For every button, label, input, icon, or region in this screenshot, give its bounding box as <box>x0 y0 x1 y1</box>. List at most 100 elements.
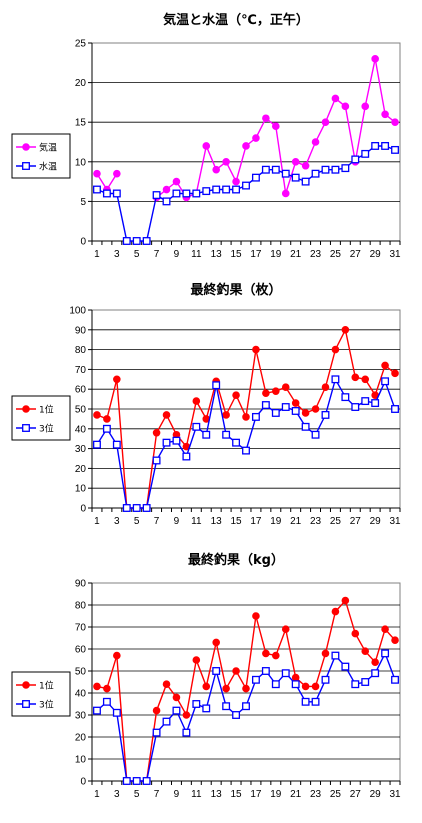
data-point-2 <box>93 440 101 449</box>
data-point-2 <box>271 409 280 417</box>
data-point-1 <box>291 673 300 682</box>
x-tick-label: 19 <box>270 249 282 260</box>
y-tick-label: 80 <box>75 601 87 612</box>
data-point-2 <box>311 697 320 706</box>
data-point-1 <box>381 625 389 633</box>
data-point-1 <box>252 345 260 354</box>
data-point-1 <box>232 391 240 399</box>
data-point-2 <box>271 165 280 174</box>
y-tick-label: 10 <box>75 755 87 766</box>
y-tick-label: 25 <box>75 39 87 50</box>
x-tick-label: 29 <box>370 249 382 260</box>
data-point-1 <box>291 399 300 407</box>
x-tick-label: 13 <box>211 516 223 527</box>
x-tick-label: 25 <box>330 789 342 800</box>
data-point-2 <box>152 728 161 737</box>
data-point-2 <box>152 456 161 465</box>
data-point-2 <box>182 452 191 461</box>
data-point-2 <box>371 669 380 678</box>
data-point-2 <box>371 142 380 150</box>
y-tick-label: 20 <box>75 464 87 475</box>
x-tick-label: 15 <box>231 516 243 527</box>
x-tick-label: 3 <box>114 249 120 260</box>
data-point-2 <box>162 717 171 726</box>
x-tick-label: 1 <box>94 789 100 800</box>
x-tick-label: 27 <box>350 249 362 260</box>
y-tick-label: 60 <box>75 645 87 656</box>
x-tick-label: 13 <box>211 789 223 800</box>
data-point-2 <box>202 430 211 439</box>
data-point-2 <box>291 680 300 689</box>
data-point-2 <box>301 697 310 706</box>
data-point-1 <box>371 658 379 666</box>
data-point-2 <box>102 697 111 706</box>
data-point-2 <box>361 678 370 686</box>
data-point-1 <box>113 651 121 660</box>
x-tick-label: 9 <box>174 789 180 800</box>
data-point-2 <box>242 702 250 711</box>
data-point-1 <box>272 651 280 660</box>
data-point-1 <box>321 649 330 658</box>
data-point-1 <box>331 607 340 616</box>
data-point-1 <box>252 134 260 142</box>
data-point-1 <box>93 169 101 178</box>
y-tick-label: 50 <box>75 405 87 416</box>
data-point-1 <box>351 373 360 382</box>
chart-title: 最終釣果（枚） <box>190 282 281 298</box>
data-point-2 <box>93 185 101 194</box>
x-tick-label: 15 <box>231 249 243 260</box>
legend-box <box>11 395 71 441</box>
data-point-1 <box>152 428 161 437</box>
data-point-2 <box>391 675 399 684</box>
data-point-2 <box>281 669 290 678</box>
data-point-2 <box>251 412 260 421</box>
x-tick-label: 9 <box>174 516 180 527</box>
data-point-2 <box>192 422 201 431</box>
legend-label-1: 気温 <box>39 142 57 154</box>
data-point-1 <box>281 189 290 198</box>
x-tick-label: 17 <box>250 789 262 800</box>
y-tick-label: 0 <box>80 777 86 788</box>
data-point-1 <box>272 122 280 130</box>
data-point-1 <box>281 625 290 633</box>
legend-label-1: 1位 <box>39 680 54 692</box>
data-point-1 <box>391 636 399 644</box>
y-tick-label: 60 <box>75 385 87 396</box>
data-point-2 <box>261 165 270 174</box>
data-point-2 <box>281 403 290 411</box>
x-tick-label: 5 <box>134 249 140 260</box>
data-point-2 <box>122 777 131 785</box>
data-point-1 <box>321 118 330 126</box>
x-tick-label: 31 <box>389 789 401 800</box>
data-point-1 <box>212 638 220 647</box>
x-tick-label: 17 <box>250 249 262 260</box>
y-tick-label: 40 <box>75 424 87 435</box>
data-point-2 <box>172 189 181 198</box>
data-point-2 <box>391 405 399 413</box>
y-tick-label: 50 <box>75 667 87 678</box>
data-point-2 <box>361 397 370 406</box>
x-tick-label: 23 <box>310 789 322 800</box>
data-point-2 <box>251 675 260 684</box>
data-point-1 <box>301 682 310 691</box>
y-tick-label: 15 <box>75 118 87 129</box>
data-point-2 <box>232 185 241 194</box>
data-point-1 <box>381 361 389 370</box>
data-point-2 <box>212 381 221 390</box>
x-tick-label: 21 <box>290 789 302 800</box>
data-point-2 <box>232 711 241 719</box>
x-tick-label: 1 <box>94 516 100 527</box>
y-tick-label: 40 <box>75 689 87 700</box>
data-point-1 <box>361 102 370 111</box>
y-tick-label: 90 <box>75 325 87 336</box>
data-point-2 <box>321 675 330 684</box>
data-point-2 <box>182 728 191 737</box>
y-tick-label: 10 <box>75 484 87 495</box>
plot-area <box>91 582 401 782</box>
x-tick-label: 21 <box>290 516 302 527</box>
x-tick-label: 19 <box>270 516 282 527</box>
data-point-1 <box>311 138 320 146</box>
data-point-2 <box>261 401 270 409</box>
